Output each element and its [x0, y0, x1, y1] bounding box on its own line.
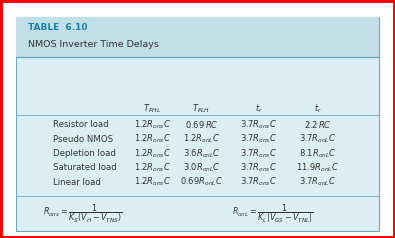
Text: $1.2R_{\mathit{onL}}C$: $1.2R_{\mathit{onL}}C$ [183, 133, 220, 145]
Text: $3.7R_{\mathit{ons}}C$: $3.7R_{\mathit{ons}}C$ [240, 162, 277, 174]
Text: $3.7R_{\mathit{ons}}C$: $3.7R_{\mathit{ons}}C$ [240, 133, 277, 145]
Text: $\mathit{T}_{PHL}$: $\mathit{T}_{PHL}$ [143, 102, 161, 114]
Text: $R_{\mathit{ons}} = \dfrac{1}{K_S(V_H - V_{TNS})}$: $R_{\mathit{ons}} = \dfrac{1}{K_S(V_H - … [43, 203, 123, 225]
Text: Depletion load: Depletion load [53, 149, 116, 158]
Text: $3.7R_{\mathit{ons}}C$: $3.7R_{\mathit{ons}}C$ [240, 147, 277, 160]
Text: $1.2R_{\mathit{ons}}C$: $1.2R_{\mathit{ons}}C$ [134, 147, 171, 160]
Text: $1.2R_{\mathit{ons}}C$: $1.2R_{\mathit{ons}}C$ [134, 119, 171, 131]
Text: $3.7R_{\mathit{ons}}C$: $3.7R_{\mathit{ons}}C$ [240, 119, 277, 131]
Text: $R_{\mathit{onL}} = \dfrac{1}{K_L|V_{GS} - V_{TNL}|}$: $R_{\mathit{onL}} = \dfrac{1}{K_L|V_{GS}… [232, 203, 313, 225]
Text: $3.6R_{\mathit{onL}}C$: $3.6R_{\mathit{onL}}C$ [182, 147, 220, 160]
Text: $\mathit{T}_{PLH}$: $\mathit{T}_{PLH}$ [192, 102, 211, 114]
FancyBboxPatch shape [16, 17, 379, 57]
Text: $1.2R_{\mathit{ons}}C$: $1.2R_{\mathit{ons}}C$ [134, 162, 171, 174]
Text: $1.2R_{\mathit{ons}}C$: $1.2R_{\mathit{ons}}C$ [134, 133, 171, 145]
Text: $8.1R_{\mathit{onL}}C$: $8.1R_{\mathit{onL}}C$ [299, 147, 337, 160]
Text: $3.7R_{\mathit{onL}}C$: $3.7R_{\mathit{onL}}C$ [299, 176, 337, 188]
Text: $3.0R_{\mathit{onL}}C$: $3.0R_{\mathit{onL}}C$ [182, 162, 220, 174]
Text: TABLE  6.10: TABLE 6.10 [28, 23, 87, 32]
Text: $0.69\,RC$: $0.69\,RC$ [184, 119, 218, 130]
Text: NMOS Inverter Time Delays: NMOS Inverter Time Delays [28, 40, 158, 49]
Text: $\mathit{t}_{r}$: $\mathit{t}_{r}$ [255, 102, 263, 114]
Text: $2.2\,RC$: $2.2\,RC$ [304, 119, 332, 130]
Text: Pseudo NMOS: Pseudo NMOS [53, 135, 113, 144]
Text: Saturated load: Saturated load [53, 163, 117, 172]
FancyBboxPatch shape [16, 17, 379, 231]
Text: $11.9R_{\mathit{onL}}C$: $11.9R_{\mathit{onL}}C$ [296, 162, 340, 174]
Text: $3.7R_{\mathit{ons}}C$: $3.7R_{\mathit{ons}}C$ [240, 176, 277, 188]
Text: $1.2R_{\mathit{ons}}C$: $1.2R_{\mathit{ons}}C$ [134, 176, 171, 188]
Text: Resistor load: Resistor load [53, 120, 109, 129]
Text: $\mathit{t}_{r}$: $\mathit{t}_{r}$ [314, 102, 322, 114]
Text: $3.7R_{\mathit{onL}}C$: $3.7R_{\mathit{onL}}C$ [299, 133, 337, 145]
Text: Linear load: Linear load [53, 178, 101, 187]
Text: $0.69R_{\mathit{onL}}C$: $0.69R_{\mathit{onL}}C$ [180, 176, 223, 188]
